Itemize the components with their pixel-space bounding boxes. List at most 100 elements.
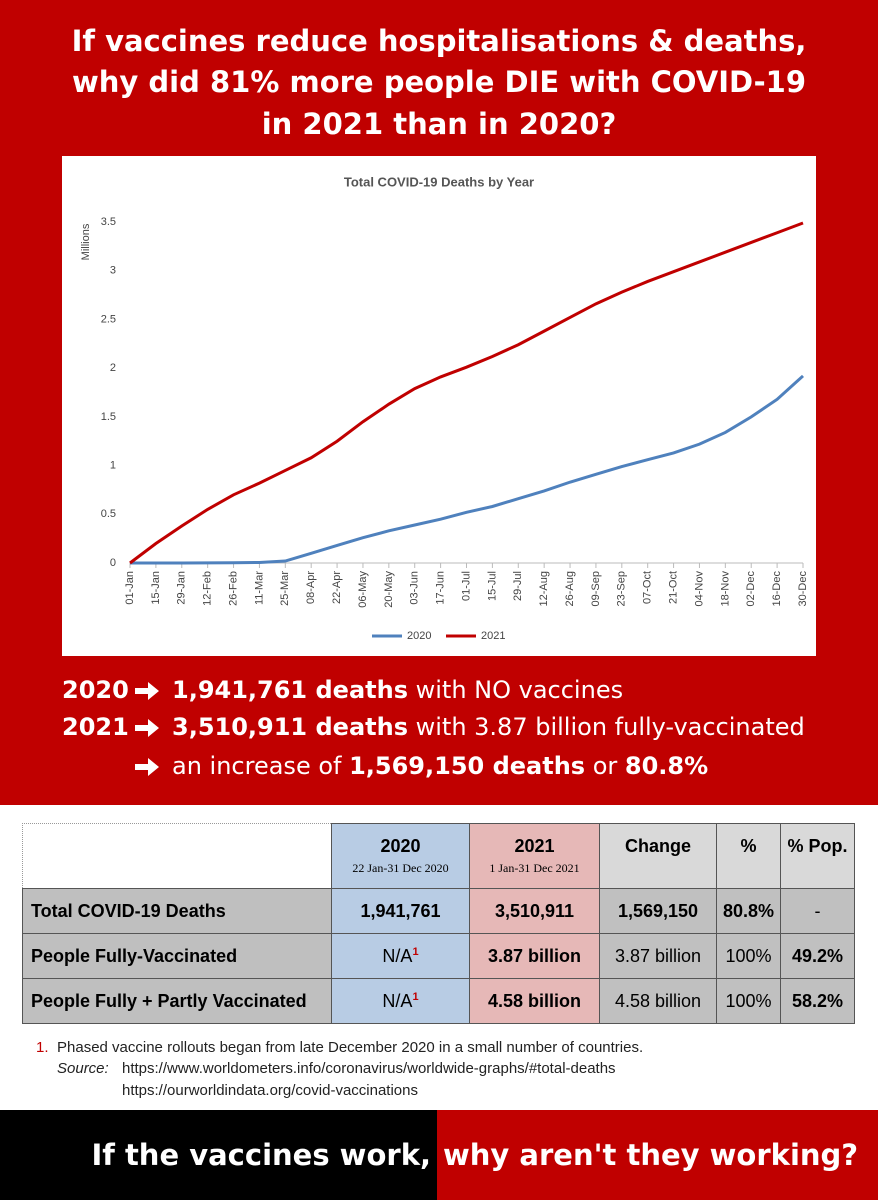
x-tick-label: 03-Jun xyxy=(409,571,421,605)
summary-year: 2021 xyxy=(62,713,129,741)
arrow-icon xyxy=(135,758,159,776)
cell-note: 1 xyxy=(412,990,419,1003)
column-header: 2021 1 Jan-31 Dec 2021 xyxy=(469,823,600,889)
row-label: Total COVID-19 Deaths xyxy=(22,888,332,934)
headline: in 2021 than in 2020? xyxy=(261,107,617,141)
x-tick-label: 12-Aug xyxy=(538,571,550,606)
column-title: % xyxy=(740,836,757,856)
summary-year: 2020 xyxy=(62,676,129,704)
cell-text: 49.2% xyxy=(791,945,844,966)
x-tick-label: 06-May xyxy=(357,571,369,608)
x-tick-label: 16-Dec xyxy=(771,571,783,607)
cell-text: 1,941,761 xyxy=(360,900,441,921)
header-row: 2020 22 Jan-31 Dec 2020 2021 1 Jan-31 Dec 2… xyxy=(22,823,855,889)
summary-part: 1,569,150 deaths xyxy=(349,752,586,780)
x-tick-label: 26-Aug xyxy=(564,571,576,606)
source: https://www.worldometers.info/coronaviru… xyxy=(122,1060,616,1077)
headline: why did 81% more people DIE with COVID-1… xyxy=(71,65,807,99)
table-row: People Fully-Vaccinated N/A1 3.87 billion 3… xyxy=(22,933,855,979)
footnote-number: 1. xyxy=(36,1039,49,1056)
summary-part: an increase of xyxy=(172,752,350,780)
column-title: Change xyxy=(624,836,691,856)
table-cell: 3.87 billion xyxy=(599,933,717,979)
series-line xyxy=(130,374,805,565)
x-tick-label: 02-Dec xyxy=(745,571,757,607)
table-cell: 1,941,761 xyxy=(331,888,470,934)
cell-text: 1,569,150 xyxy=(617,900,699,921)
x-tick-label: 15-Jan xyxy=(150,571,162,605)
arrow xyxy=(135,758,159,776)
column-header: Change xyxy=(599,823,717,889)
table-cell: 49.2% xyxy=(780,933,855,979)
summary-line: 2021 3,510,911 deaths with 3.87 billion f… xyxy=(62,710,862,744)
y-tick-label: 2 xyxy=(110,362,116,374)
summary-part: 3,510,911 deaths xyxy=(172,713,408,741)
summary-text: 1,941,761 deaths with NO vaccines xyxy=(172,673,623,707)
x-tick-label: 29-Jan xyxy=(176,571,188,605)
summary-text: an increase of 1,569,150 deaths or 80.8% xyxy=(172,749,708,783)
table-cell: 4.58 billion xyxy=(469,978,600,1024)
table-cell: 1,569,150 xyxy=(599,888,717,934)
table-cell: 4.58 billion xyxy=(599,978,717,1024)
arrow xyxy=(135,719,159,737)
table-cell: 100% xyxy=(716,933,781,979)
x-tick-label: 20-May xyxy=(383,571,395,608)
column-title: 2021 xyxy=(514,836,555,856)
table-row: Total COVID-19 Deaths 1,941,761 3,510,911 1… xyxy=(22,888,855,934)
x-tick-label: 12-Feb xyxy=(202,571,214,606)
chart-title: Total COVID-19 Deaths by Year xyxy=(344,174,534,189)
column-title: % Pop. xyxy=(787,836,848,856)
x-tick-label: 23-Sep xyxy=(616,571,628,606)
x-tick-label: 30-Dec xyxy=(797,571,809,607)
y-tick-label: 3.5 xyxy=(101,216,116,228)
table-cell: 80.8% xyxy=(716,888,781,934)
cell-text: 4.58 billion xyxy=(487,990,582,1011)
y-tick-label: 2.5 xyxy=(101,313,116,325)
x-tick-label: 01-Jul xyxy=(460,571,472,601)
cell-text: N/A xyxy=(382,990,413,1011)
legend-label: 2021 xyxy=(481,630,505,642)
row-label: People Fully-Vaccinated xyxy=(22,933,332,979)
x-tick-label: 17-Jun xyxy=(435,571,447,605)
table-cell: 3.87 billion xyxy=(469,933,600,979)
arrow-icon xyxy=(135,719,159,737)
source-label: Source: xyxy=(57,1060,109,1077)
summary-part: 1,941,761 deaths xyxy=(172,676,408,704)
banner-left-text: If the vaccines work, xyxy=(91,1138,431,1172)
headline: If vaccines reduce hospitalisations & de… xyxy=(71,24,807,58)
arrow xyxy=(135,682,159,700)
cell-text: 3.87 billion xyxy=(614,945,702,966)
chart-box: Total COVID-19 Deaths by Year Millions 0… xyxy=(62,156,816,656)
column-header: % Pop. xyxy=(780,823,855,889)
table-cell: - xyxy=(780,888,855,934)
y-tick-label: 1.5 xyxy=(101,411,116,423)
cell-text: 3,510,911 xyxy=(494,900,575,921)
y-tick-label: 0 xyxy=(110,557,116,569)
y-tick-label: 3 xyxy=(110,265,116,277)
x-tick-label: 04-Nov xyxy=(693,571,705,607)
x-tick-label: 21-Oct xyxy=(667,571,679,604)
x-tick-label: 29-Jul xyxy=(512,571,524,601)
table-cell: N/A1 xyxy=(331,978,470,1024)
banner-right: why aren't they working? xyxy=(437,1110,878,1200)
x-tick-label: 07-Oct xyxy=(642,571,654,604)
summary-part: or xyxy=(585,752,625,780)
cell-text: 100% xyxy=(725,945,772,966)
footnote-text: Phased vaccine rollouts began from late … xyxy=(57,1039,644,1056)
header-blank xyxy=(22,823,332,889)
table-cell: 100% xyxy=(716,978,781,1024)
x-tick-label: 01-Jan xyxy=(124,571,136,605)
cell-text: N/A xyxy=(382,945,413,966)
column-header: % xyxy=(716,823,781,889)
summary-line: 2020 1,941,761 deaths with NO vaccines xyxy=(62,673,862,707)
table-cell: N/A1 xyxy=(331,933,470,979)
cell-note: 1 xyxy=(412,945,419,958)
x-tick-label: 22-Apr xyxy=(331,571,343,604)
x-tick-label: 25-Mar xyxy=(279,571,291,606)
arrow-icon xyxy=(135,682,159,700)
summary-part: 80.8% xyxy=(624,752,709,780)
banner-right-text: why aren't they working? xyxy=(443,1138,859,1172)
x-tick-label: 11-Mar xyxy=(253,571,265,605)
table-row: People Fully + Partly Vaccinated N/A1 4.58… xyxy=(22,978,855,1024)
summary-part: with 3.87 billion fully-vaccinated xyxy=(407,713,805,741)
